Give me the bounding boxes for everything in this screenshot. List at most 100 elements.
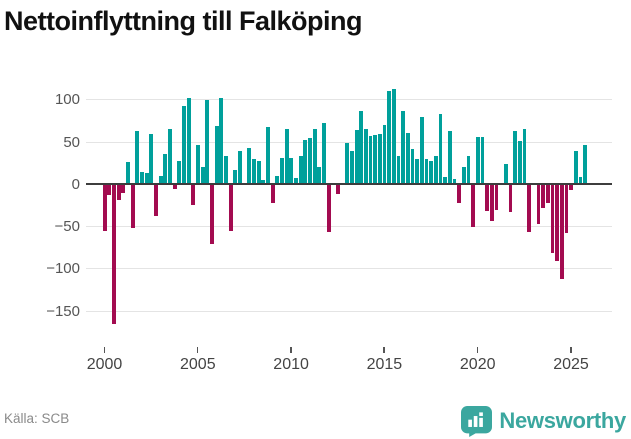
source-attribution: Källa: SCB <box>4 411 70 426</box>
bar-2013Q1 <box>345 142 350 185</box>
bar-2010Q4 <box>303 140 308 185</box>
x-axis-tick-2015 <box>383 347 385 353</box>
bar-2022Q2 <box>517 141 522 185</box>
bar-2009Q4 <box>284 129 289 185</box>
bar-2016Q4 <box>415 158 420 185</box>
bar-2021Q4 <box>508 184 513 213</box>
y-axis-label--100: −100 <box>46 260 80 278</box>
bar-2002Q3 <box>149 134 154 185</box>
bar-2020Q1 <box>475 136 480 185</box>
bar-2025Q3 <box>578 176 583 185</box>
bar-2025Q4 <box>583 145 588 185</box>
y-axis-label--150: −150 <box>46 302 80 320</box>
x-axis-label-2000: 2000 <box>86 356 123 373</box>
bar-2005Q4 <box>209 184 214 245</box>
bar-2024Q2 <box>555 184 560 262</box>
bar-2008Q3 <box>261 180 266 185</box>
bar-2025Q1 <box>569 184 574 191</box>
bar-2006Q3 <box>223 155 228 185</box>
bar-2024Q3 <box>559 184 564 279</box>
bar-2015Q4 <box>396 156 401 185</box>
bar-2019Q1 <box>457 184 462 203</box>
bar-2021Q1 <box>494 184 499 210</box>
bar-2002Q2 <box>144 173 149 185</box>
bar-2007Q2 <box>237 151 242 185</box>
bar-2019Q3 <box>466 156 471 185</box>
bar-2001Q3 <box>130 184 135 229</box>
bar-2013Q2 <box>349 150 354 185</box>
bar-2004Q2 <box>182 105 186 185</box>
bar-2005Q3 <box>205 99 210 185</box>
x-axis-tick-2000 <box>103 347 105 353</box>
bar-2018Q4 <box>452 179 457 185</box>
bar-2017Q4 <box>433 156 438 185</box>
bar-2003Q1 <box>158 175 163 185</box>
bar-2020Q4 <box>489 184 494 222</box>
gridline-y-100 <box>86 99 612 101</box>
bar-2014Q1 <box>363 128 368 185</box>
bar-2020Q2 <box>480 136 485 185</box>
x-axis-label-2015: 2015 <box>366 356 403 373</box>
bar-2024Q4 <box>564 184 569 234</box>
bar-2015Q1 <box>382 125 387 185</box>
bar-2017Q2 <box>424 158 429 185</box>
bar-2011Q1 <box>307 137 312 185</box>
bar-2013Q3 <box>354 130 359 185</box>
bar-2001Q4 <box>135 131 140 185</box>
gridline-y--100 <box>86 268 612 270</box>
bar-2004Q3 <box>186 98 191 185</box>
bar-2000Q1 <box>102 184 107 231</box>
bar-2004Q1 <box>177 161 182 185</box>
bar-2003Q2 <box>163 153 168 185</box>
bar-2002Q1 <box>140 171 144 185</box>
bar-2012Q3 <box>335 184 340 195</box>
bar-2007Q1 <box>233 169 238 185</box>
y-axis-label-50: 50 <box>63 133 80 151</box>
bar-2001Q1 <box>121 184 126 193</box>
bar-2023Q2 <box>536 184 541 224</box>
bar-2002Q4 <box>154 184 158 216</box>
bar-2007Q4 <box>247 147 252 185</box>
bar-2022Q1 <box>513 131 518 185</box>
bar-2016Q3 <box>410 148 415 185</box>
bar-2009Q1 <box>270 184 275 203</box>
bar-2010Q1 <box>289 158 294 185</box>
bar-2017Q3 <box>429 160 434 185</box>
bar-2011Q3 <box>317 167 322 185</box>
bar-2000Q4 <box>116 184 121 201</box>
bar-2014Q3 <box>373 135 378 185</box>
x-axis-label-2025: 2025 <box>553 356 589 373</box>
x-axis-tick-2025 <box>570 347 572 353</box>
x-axis-label-2005: 2005 <box>180 356 216 373</box>
gridline-y-50 <box>86 141 612 143</box>
bar-2018Q1 <box>438 114 443 185</box>
bar-2025Q2 <box>573 151 578 185</box>
bar-2022Q3 <box>522 128 527 185</box>
x-axis-tick-2020 <box>476 347 479 353</box>
bar-2008Q2 <box>256 160 261 185</box>
x-axis-label-2010: 2010 <box>273 356 309 373</box>
bar-2001Q2 <box>126 162 130 185</box>
x-axis-tick-2010 <box>290 347 292 353</box>
zero-axis-line <box>86 182 612 185</box>
y-axis-label--50: −50 <box>54 218 80 236</box>
y-axis-label-0: 0 <box>71 175 80 193</box>
x-axis-label-2020: 2020 <box>459 356 496 373</box>
bar-2000Q3 <box>112 184 116 324</box>
bar-2017Q1 <box>419 116 424 185</box>
newsworthy-logo-icon <box>461 405 493 437</box>
gridline-y--150 <box>86 310 612 312</box>
newsworthy-brand: Newsworthy <box>461 404 626 438</box>
bar-2013Q4 <box>359 110 364 185</box>
bar-2012Q1 <box>326 184 331 232</box>
page-title: Nettoinflyttning till Falköping <box>4 6 362 36</box>
bar-2016Q1 <box>401 110 406 185</box>
bar-2024Q1 <box>550 184 555 253</box>
bar-2020Q3 <box>485 184 490 212</box>
bar-2018Q2 <box>443 176 448 185</box>
bar-2022Q4 <box>527 184 532 233</box>
bar-2005Q2 <box>200 167 205 185</box>
bar-2005Q1 <box>196 145 200 185</box>
